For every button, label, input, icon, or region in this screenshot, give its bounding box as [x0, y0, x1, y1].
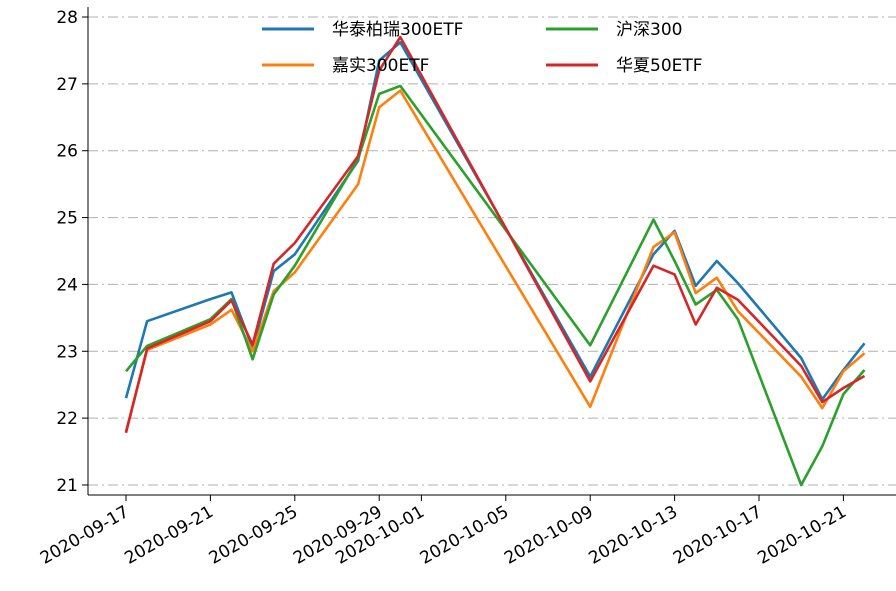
legend-label: 华泰柏瑞300ETF	[332, 20, 463, 40]
series-line	[124, 41, 866, 401]
y-tick-label: 26	[56, 142, 78, 162]
x-tick-label: 2020-09-17	[37, 502, 133, 569]
series-lines	[124, 35, 866, 487]
series-line	[125, 84, 866, 487]
series-line	[124, 89, 866, 432]
y-tick-label: 22	[56, 409, 78, 429]
x-tick-label: 2020-10-17	[670, 502, 766, 569]
legend-label: 嘉实300ETF	[332, 56, 429, 76]
x-tick-label: 2020-09-25	[206, 502, 302, 569]
y-tick-label: 23	[56, 342, 78, 362]
x-tick-label: 2020-09-21	[121, 502, 217, 569]
x-tick-label: 2020-10-05	[417, 502, 513, 569]
axes: 21222324252627282020-09-172020-09-212020…	[37, 7, 896, 569]
y-tick-label: 24	[56, 275, 78, 295]
legend-label: 沪深300	[616, 20, 682, 40]
series-line	[124, 35, 866, 434]
x-tick-label: 2020-10-13	[586, 502, 682, 569]
y-tick-label: 28	[56, 8, 78, 28]
x-tick-label: 2020-10-21	[754, 502, 850, 569]
y-tick-label: 21	[56, 476, 78, 496]
y-tick-label: 27	[56, 75, 78, 95]
legend: 华泰柏瑞300ETF 嘉实300ETF 沪深300 华夏50ETF	[262, 20, 703, 76]
x-tick-label: 2020-10-09	[501, 502, 597, 569]
gridlines	[88, 16, 896, 486]
y-tick-label: 25	[56, 209, 78, 229]
legend-label: 华夏50ETF	[616, 56, 703, 76]
